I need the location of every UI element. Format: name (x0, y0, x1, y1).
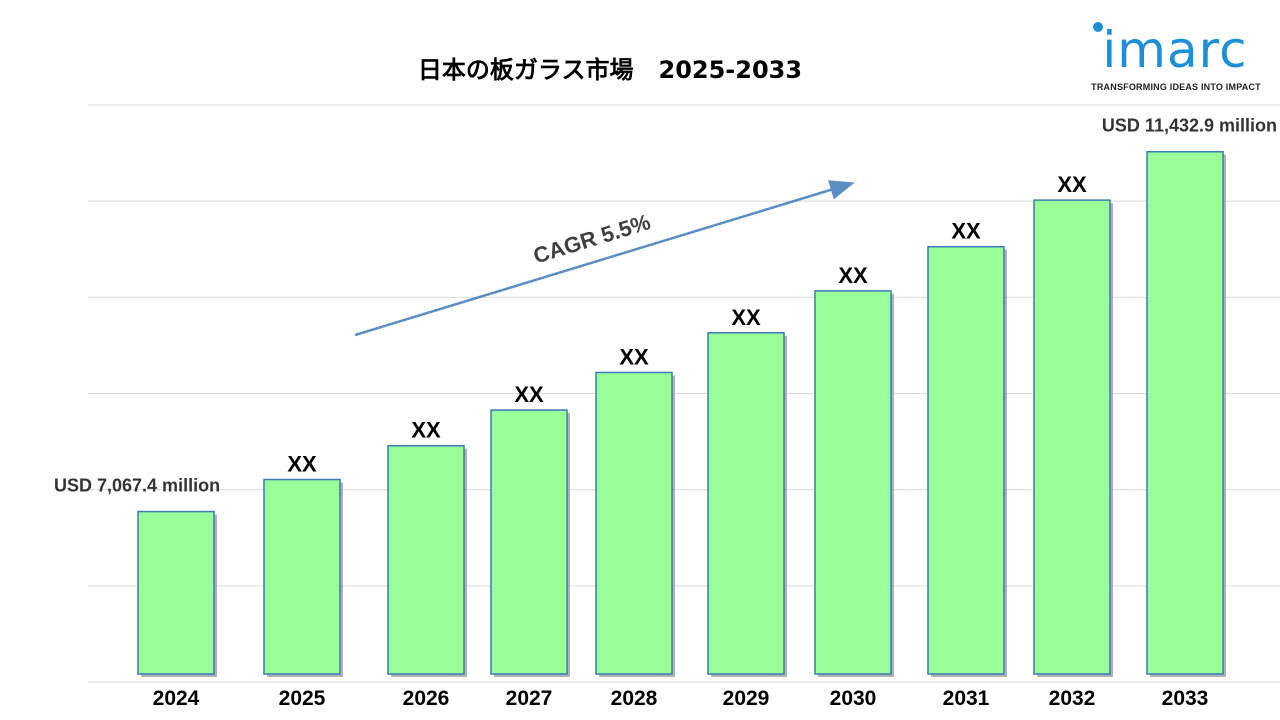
logo-tagline: TRANSFORMING IDEAS INTO IMPACT (1091, 82, 1261, 92)
bar-2033 (1146, 150, 1224, 675)
data-label-2028: XX (619, 344, 649, 369)
x-tick-2028: 2028 (611, 687, 658, 710)
data-label-2025: XX (287, 452, 317, 477)
bar-2026 (387, 444, 465, 675)
bar-2030 (814, 290, 892, 675)
bar-2032 (1033, 199, 1111, 675)
bar-2027 (490, 409, 568, 675)
bar-2031 (927, 245, 1005, 675)
logo-wordmark: imarc (1102, 21, 1248, 79)
bars (137, 150, 1226, 678)
bar-2029 (707, 332, 785, 675)
cagr-label: CAGR 5.5% (530, 209, 653, 268)
x-tick-2030: 2030 (830, 687, 877, 710)
bar-2028 (595, 371, 673, 675)
chart-title: 日本の板ガラス市場 2025-2033 (417, 56, 803, 84)
x-tick-2024: 2024 (153, 687, 200, 710)
data-label-2030: XX (838, 263, 868, 288)
x-axis-ticks: 2024 2025 2026 2027 2028 2029 2030 2031 2032 2033 (153, 687, 1209, 710)
x-tick-2032: 2032 (1049, 687, 1096, 710)
data-labels: USD 7,067.4 million XX XX XX XX XX XX XX XX USD 1… (54, 116, 1277, 496)
data-label-2024: USD 7,067.4 million (54, 476, 220, 496)
x-tick-2026: 2026 (403, 687, 450, 710)
logo-dot-icon (1093, 22, 1103, 32)
x-tick-2025: 2025 (279, 687, 326, 710)
x-tick-2027: 2027 (506, 687, 553, 710)
bar-2024 (137, 510, 215, 675)
cagr-arrow (354, 180, 855, 337)
data-label-2032: XX (1057, 172, 1087, 197)
data-label-2033: USD 11,432.9 million (1102, 116, 1277, 136)
bar-2025 (263, 478, 341, 675)
imarc-logo: imarc TRANSFORMING IDEAS INTO IMPACT (1086, 18, 1266, 98)
data-label-2031: XX (951, 219, 981, 244)
data-label-2029: XX (731, 305, 761, 330)
x-tick-2029: 2029 (723, 687, 770, 710)
x-tick-2033: 2033 (1162, 687, 1209, 710)
cagr-annotation: CAGR 5.5% (354, 180, 855, 337)
x-tick-2031: 2031 (943, 687, 990, 710)
data-label-2027: XX (514, 382, 544, 407)
data-label-2026: XX (411, 418, 441, 443)
